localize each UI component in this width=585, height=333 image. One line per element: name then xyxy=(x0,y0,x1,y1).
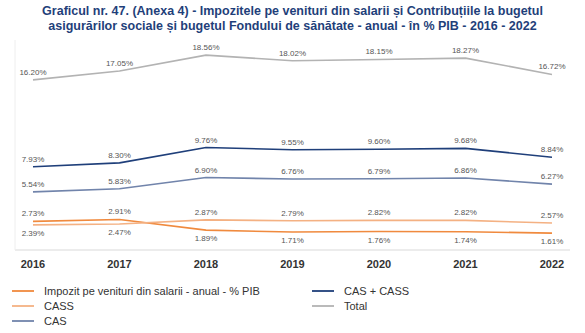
data-label: 2.82% xyxy=(454,208,477,217)
x-tick-label: 2018 xyxy=(194,258,218,270)
data-label: 1.89% xyxy=(195,234,218,243)
legend-label: CASS xyxy=(44,300,74,312)
series-line xyxy=(33,220,552,225)
series-line xyxy=(33,148,552,167)
data-label: 2.39% xyxy=(22,229,45,238)
data-label: 16.20% xyxy=(19,68,46,77)
data-label: 18.15% xyxy=(365,47,392,56)
x-tick-label: 2016 xyxy=(21,258,45,270)
data-label: 9.76% xyxy=(195,136,218,145)
legend-swatch xyxy=(312,290,334,292)
series-line xyxy=(33,55,552,80)
x-tick-label: 2017 xyxy=(107,258,131,270)
legend-label: Impozit pe venituri din salarii - anual … xyxy=(44,285,260,297)
legend: Impozit pe venituri din salarii - anual … xyxy=(12,285,409,327)
legend-label: CAS + CASS xyxy=(344,285,409,297)
data-label: 18.02% xyxy=(279,49,306,58)
data-label: 1.71% xyxy=(281,236,304,245)
legend-swatch xyxy=(12,290,34,292)
legend-swatch xyxy=(12,320,34,322)
legend-swatch xyxy=(312,305,334,307)
data-label: 8.84% xyxy=(541,145,564,154)
y-axis xyxy=(15,40,16,250)
data-label: 1.61% xyxy=(541,237,564,246)
data-label: 6.90% xyxy=(195,166,218,175)
title: Graficul nr. 47. (Anexa 4) - Impozitele … xyxy=(42,4,543,33)
data-label: 6.76% xyxy=(281,167,304,176)
data-label: 5.54% xyxy=(22,180,45,189)
lines xyxy=(33,55,552,233)
x-tick-label: 2021 xyxy=(453,258,477,270)
x-tick-label: 2019 xyxy=(280,258,304,270)
data-label: 6.79% xyxy=(368,167,391,176)
data-label: 17.05% xyxy=(106,59,133,68)
data-label: 16.72% xyxy=(538,62,565,71)
data-label: 2.91% xyxy=(108,207,131,216)
data-label: 2.79% xyxy=(281,209,304,218)
legend-swatch xyxy=(12,305,34,307)
data-label: 5.83% xyxy=(108,177,131,186)
data-label: 6.27% xyxy=(541,172,564,181)
data-label: 2.57% xyxy=(541,211,564,220)
data-label: 18.27% xyxy=(452,46,479,55)
title-line: Graficul nr. 47. (Anexa 4) - Impozitele … xyxy=(42,4,543,18)
data-label: 7.93% xyxy=(22,155,45,164)
data-label: 2.82% xyxy=(368,208,391,217)
data-label: 2.87% xyxy=(195,208,218,217)
x-tick-label: 2022 xyxy=(540,258,564,270)
x-tick-label: 2020 xyxy=(367,258,391,270)
data-label: 9.60% xyxy=(368,137,391,146)
chart: Graficul nr. 47. (Anexa 4) - Impozitele … xyxy=(0,0,585,333)
data-label: 9.68% xyxy=(454,136,477,145)
data-label: 18.56% xyxy=(192,43,219,52)
series-line xyxy=(33,178,552,192)
legend-label: CAS xyxy=(44,315,67,327)
data-label: 8.30% xyxy=(108,151,131,160)
data-label: 1.74% xyxy=(454,236,477,245)
data-label: 2.73% xyxy=(22,209,45,218)
title-line: asigurărilor sociale și bugetul Fondului… xyxy=(48,19,536,33)
legend-label: Total xyxy=(344,300,367,312)
data-label: 1.76% xyxy=(368,236,391,245)
data-labels: 2.73% 2.91% 1.89% 1.71% 1.76% 1.74% 1.61% 2.39%… xyxy=(19,43,565,246)
data-label: 2.47% xyxy=(108,228,131,237)
x-axis xyxy=(15,250,570,251)
data-label: 6.86% xyxy=(454,166,477,175)
data-label: 9.55% xyxy=(281,138,304,147)
